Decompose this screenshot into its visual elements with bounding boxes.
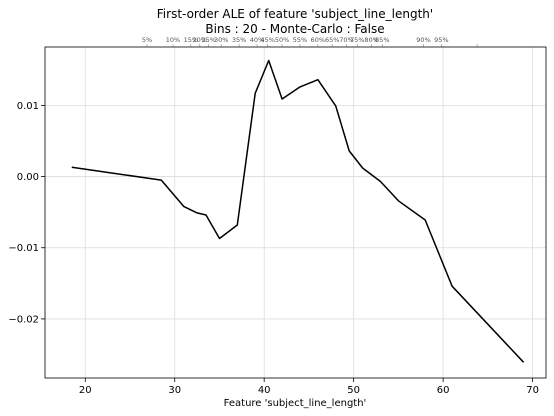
decile-label: 40% <box>250 36 264 44</box>
decile-label: 65% <box>325 36 339 44</box>
decile-label: 75% <box>350 36 364 44</box>
decile-ticks: 5% 10% 15%20%25%30% 35% 40%45% 50% 55% 60% 65% 70… <box>142 36 478 47</box>
decile-label: 45% <box>261 36 275 44</box>
x-tick-label: 60 <box>437 385 450 396</box>
decile-label: 50% <box>275 36 289 44</box>
decile-label: 60% <box>311 36 325 44</box>
decile-label: 70% <box>339 36 353 44</box>
decile-label: 25% <box>201 36 215 44</box>
decile-label: 35% <box>232 36 246 44</box>
y-axis: −0.02 −0.01 0.00 0.01 <box>8 101 45 325</box>
x-tick-label: 40 <box>258 385 271 396</box>
decile-label: 85% <box>375 36 389 44</box>
plot-frame <box>44 46 547 379</box>
y-tick-label: −0.02 <box>8 314 39 325</box>
x-tick-label: 50 <box>347 385 360 396</box>
decile-label: 20% <box>193 36 207 44</box>
chart-subtitle: Bins : 20 - Monte-Carlo : False <box>205 22 384 36</box>
decile-label: 30% <box>214 36 228 44</box>
x-tick-label: 20 <box>79 385 92 396</box>
decile-label: 95% <box>434 36 448 44</box>
decile-label: 90% <box>416 36 430 44</box>
series-lines <box>71 59 525 363</box>
x-tick-label: 30 <box>168 385 181 396</box>
x-axis: 20 30 40 50 60 70 <box>79 378 539 396</box>
decile-label: 55% <box>293 36 307 44</box>
grid-lines <box>45 47 546 378</box>
ale-series-line <box>71 59 525 363</box>
y-tick-label: 0.00 <box>17 172 39 183</box>
y-tick-label: 0.01 <box>17 101 39 112</box>
decile-label: 15% <box>184 36 198 44</box>
y-tick-label: −0.01 <box>8 243 39 254</box>
decile-label: 80% <box>364 36 378 44</box>
decile-label: 5% <box>142 36 152 44</box>
x-axis-label: Feature 'subject_line_length' <box>224 398 367 409</box>
chart-title-group: First-order ALE of feature 'subject_line… <box>157 7 433 36</box>
x-tick-label: 70 <box>526 385 539 396</box>
decile-label: 10% <box>166 36 180 44</box>
chart-title: First-order ALE of feature 'subject_line… <box>157 7 433 21</box>
